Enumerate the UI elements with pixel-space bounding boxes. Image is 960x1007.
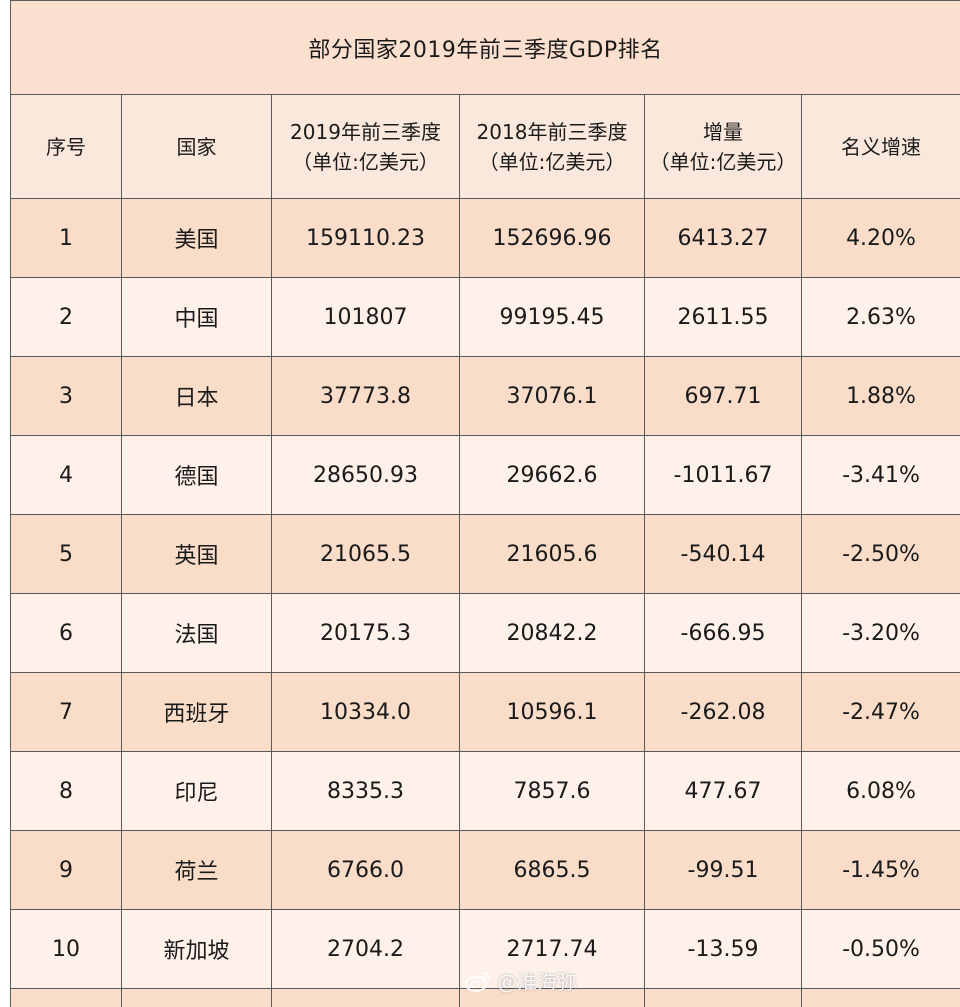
cell-empty xyxy=(459,988,645,1007)
header-gdp-2018-unit: （单位:亿美元） xyxy=(478,149,626,174)
cell-gdp2018: 7857.6 xyxy=(459,751,645,831)
header-increase-unit: （单位:亿美元） xyxy=(649,149,797,174)
table-row: 3 日本 37773.8 37076.1 697.71 1.88% xyxy=(10,356,960,436)
table-row: 7 西班牙 10334.0 10596.1 -262.08 -2.47% xyxy=(10,672,960,752)
gdp-table-container: 部分国家2019年前三季度GDP排名 序号 国家 2019年前三季度 （单位:亿… xyxy=(10,0,960,1007)
header-row: 序号 国家 2019年前三季度 （单位:亿美元） 2018年前三季度 （单位:亿… xyxy=(10,94,960,199)
gdp-ranking-table: 部分国家2019年前三季度GDP排名 序号 国家 2019年前三季度 （单位:亿… xyxy=(10,0,960,1007)
cell-increase: -666.95 xyxy=(644,593,802,673)
cell-rank: 5 xyxy=(10,514,122,594)
cell-gdp2018: 20842.2 xyxy=(459,593,645,673)
header-increase-line1: 增量 xyxy=(703,119,743,144)
cell-gdp2019: 20175.3 xyxy=(271,593,460,673)
watermark-text: @淮海弥 xyxy=(497,970,577,994)
cell-gdp2019: 6766.0 xyxy=(271,830,460,910)
cell-empty xyxy=(271,988,460,1007)
cell-gdp2019: 159110.23 xyxy=(271,198,460,278)
cell-country: 荷兰 xyxy=(121,830,272,910)
cell-growth: -1.45% xyxy=(800,830,960,910)
cell-empty xyxy=(10,988,122,1007)
cell-rank: 4 xyxy=(10,435,122,515)
cell-gdp2019: 101807 xyxy=(271,277,460,357)
cell-gdp2018: 37076.1 xyxy=(459,356,645,436)
cell-rank: 8 xyxy=(10,751,122,831)
table-row: 1 美国 159110.23 152696.96 6413.27 4.20% xyxy=(10,198,960,278)
cell-empty xyxy=(121,988,272,1007)
table-row: 8 印尼 8335.3 7857.6 477.67 6.08% xyxy=(10,751,960,831)
cell-gdp2019: 28650.93 xyxy=(271,435,460,515)
table-row: 10 新加坡 2704.2 2717.74 -13.59 -0.50% xyxy=(10,909,960,989)
cell-growth: -3.20% xyxy=(800,593,960,673)
header-gdp-2018: 2018年前三季度 （单位:亿美元） xyxy=(459,94,645,199)
header-country: 国家 xyxy=(121,94,272,199)
cell-gdp2019: 2704.2 xyxy=(271,909,460,989)
table-row: 5 英国 21065.5 21605.6 -540.14 -2.50% xyxy=(10,514,960,594)
cell-increase: 697.71 xyxy=(644,356,802,436)
cell-country: 英国 xyxy=(121,514,272,594)
cell-increase: -1011.67 xyxy=(644,435,802,515)
cell-rank: 2 xyxy=(10,277,122,357)
header-increase: 增量 （单位:亿美元） xyxy=(644,94,802,199)
table-row: 4 德国 28650.93 29662.6 -1011.67 -3.41% xyxy=(10,435,960,515)
cell-increase: 6413.27 xyxy=(644,198,802,278)
table-row: 9 荷兰 6766.0 6865.5 -99.51 -1.45% xyxy=(10,830,960,910)
table-row-partial xyxy=(10,988,960,1007)
weibo-icon xyxy=(465,971,490,992)
table-row: 6 法国 20175.3 20842.2 -666.95 -3.20% xyxy=(10,593,960,673)
cell-gdp2019: 8335.3 xyxy=(271,751,460,831)
cell-gdp2018: 21605.6 xyxy=(459,514,645,594)
cell-rank: 6 xyxy=(10,593,122,673)
cell-gdp2018: 99195.45 xyxy=(459,277,645,357)
cell-increase: -262.08 xyxy=(644,672,802,752)
cell-gdp2019: 21065.5 xyxy=(271,514,460,594)
cell-country: 西班牙 xyxy=(121,672,272,752)
cell-gdp2018: 152696.96 xyxy=(459,198,645,278)
cell-gdp2018: 2717.74 xyxy=(459,909,645,989)
cell-country: 德国 xyxy=(121,435,272,515)
cell-growth: 6.08% xyxy=(800,751,960,831)
cell-rank: 10 xyxy=(10,909,122,989)
cell-gdp2018: 6865.5 xyxy=(459,830,645,910)
header-rank: 序号 xyxy=(10,94,122,199)
cell-country: 印尼 xyxy=(121,751,272,831)
cell-empty xyxy=(644,988,802,1007)
cell-growth: 1.88% xyxy=(800,356,960,436)
header-gdp-2019-unit: （单位:亿美元） xyxy=(292,149,439,174)
cell-country: 新加坡 xyxy=(121,909,272,989)
cell-increase: 2611.55 xyxy=(644,277,802,357)
cell-increase: -13.59 xyxy=(644,909,802,989)
cell-gdp2018: 10596.1 xyxy=(459,672,645,752)
cell-growth: 2.63% xyxy=(800,277,960,357)
table-row: 2 中国 101807 99195.45 2611.55 2.63% xyxy=(10,277,960,357)
cell-rank: 9 xyxy=(10,830,122,910)
cell-empty xyxy=(800,988,960,1007)
cell-rank: 7 xyxy=(10,672,122,752)
header-growth: 名义增速 xyxy=(800,94,960,199)
cell-growth: -3.41% xyxy=(800,435,960,515)
weibo-watermark: @淮海弥 xyxy=(465,966,577,995)
cell-increase: 477.67 xyxy=(644,751,802,831)
cell-gdp2018: 29662.6 xyxy=(459,435,645,515)
cell-country: 中国 xyxy=(121,277,272,357)
cell-country: 美国 xyxy=(121,198,272,278)
header-gdp-2018-line1: 2018年前三季度 xyxy=(476,119,628,144)
cell-increase: -540.14 xyxy=(644,514,802,594)
table-title: 部分国家2019年前三季度GDP排名 xyxy=(10,0,960,95)
cell-growth: -0.50% xyxy=(800,909,960,989)
cell-gdp2019: 37773.8 xyxy=(271,356,460,436)
cell-growth: -2.47% xyxy=(800,672,960,752)
cell-country: 法国 xyxy=(121,593,272,673)
cell-growth: -2.50% xyxy=(800,514,960,594)
cell-country: 日本 xyxy=(121,356,272,436)
header-gdp-2019-line1: 2019年前三季度 xyxy=(290,119,441,144)
cell-growth: 4.20% xyxy=(800,198,960,278)
cell-increase: -99.51 xyxy=(644,830,802,910)
cell-rank: 3 xyxy=(10,356,122,436)
title-row: 部分国家2019年前三季度GDP排名 xyxy=(10,0,960,95)
header-gdp-2019: 2019年前三季度 （单位:亿美元） xyxy=(271,94,460,199)
cell-gdp2019: 10334.0 xyxy=(271,672,460,752)
cell-rank: 1 xyxy=(10,198,122,278)
